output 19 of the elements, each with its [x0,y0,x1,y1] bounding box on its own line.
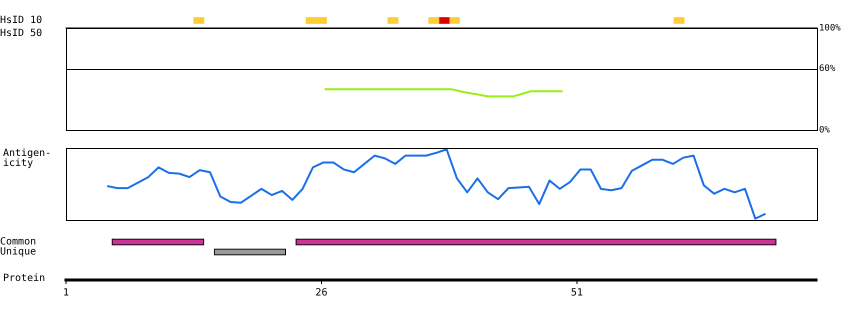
y-axis-title: Antigen- icity [3,148,52,169]
x-axis-title: Protein [3,273,46,284]
bar [428,17,440,24]
y-tick-label: HsID 10 [0,15,42,26]
x-tick-label: 51 [570,288,583,299]
y-tick-label: HsID 50 [0,28,42,40]
bar [438,17,450,24]
bar [448,17,460,24]
y-tick-label: 0% [819,125,830,136]
x-tick-label: 1 [62,288,70,299]
y-tick-label: 60% [819,64,836,74]
y-tick-label: Common [0,236,36,248]
bar [306,17,327,24]
y-tick-label: Unique [0,246,36,258]
bar [388,17,398,24]
bar [674,17,684,24]
bar [193,17,204,24]
x-tick-label: 26 [315,288,328,299]
y-tick-label: 100% [819,23,842,34]
